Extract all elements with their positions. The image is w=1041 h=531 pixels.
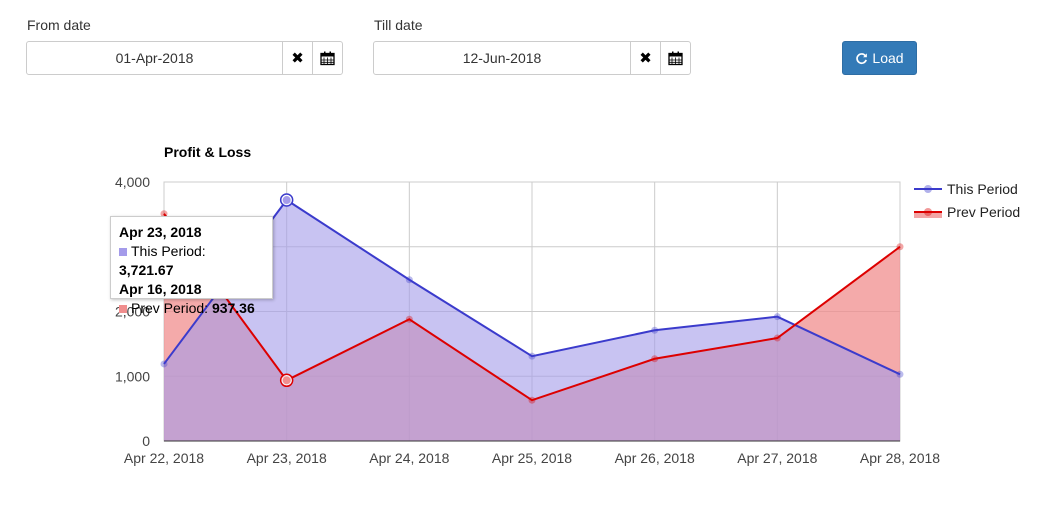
data-point	[528, 352, 536, 360]
from-calendar-button[interactable]	[312, 42, 342, 74]
from-date-picker: ✖	[26, 41, 343, 75]
data-point	[160, 210, 168, 218]
from-date-input[interactable]	[27, 42, 282, 74]
legend-label: Prev Period	[947, 204, 1020, 220]
clear-from-date-button[interactable]: ✖	[282, 42, 312, 74]
load-button-label: Load	[872, 50, 904, 66]
close-icon: ✖	[291, 50, 304, 67]
y-tick-label: 1,000	[115, 368, 150, 384]
data-point	[773, 313, 781, 321]
prev-period-swatch	[119, 305, 127, 313]
x-tick-label: Apr 25, 2018	[492, 450, 572, 466]
tooltip-value-this: 3,721.67	[119, 262, 174, 278]
tooltip-series-prev: Prev Period:	[131, 300, 209, 316]
x-tick-label: Apr 24, 2018	[369, 450, 449, 466]
data-point	[160, 360, 168, 368]
data-point	[651, 355, 659, 363]
legend-marker	[924, 185, 932, 193]
data-point-highlight	[282, 376, 291, 385]
x-tick-label: Apr 22, 2018	[124, 450, 204, 466]
calendar-icon	[320, 51, 335, 65]
tooltip-value-prev: 937.36	[211, 300, 255, 316]
till-date-input[interactable]	[374, 42, 630, 74]
data-point	[773, 334, 781, 342]
calendar-icon	[668, 51, 683, 65]
this-period-swatch	[119, 248, 127, 256]
data-point	[651, 326, 659, 334]
chart-tooltip: Apr 23, 2018 This Period: 3,721.67 Apr 1…	[110, 216, 273, 316]
data-point-highlight	[282, 196, 291, 205]
chart-title: Profit & Loss	[164, 144, 251, 160]
till-date-label: Till date	[374, 17, 423, 33]
till-date-picker: ✖	[373, 41, 691, 75]
legend-fill	[914, 212, 942, 218]
till-calendar-button[interactable]	[660, 42, 690, 74]
series-area	[164, 200, 900, 441]
data-point	[896, 370, 904, 378]
refresh-icon	[856, 52, 868, 64]
data-point	[405, 315, 413, 323]
tooltip-date-prev: Apr 16, 2018	[119, 281, 202, 297]
x-tick-label: Apr 23, 2018	[247, 450, 327, 466]
tooltip-row-prev: Prev Period: 937.36	[119, 299, 264, 318]
data-point	[405, 276, 413, 284]
x-tick-label: Apr 27, 2018	[737, 450, 817, 466]
y-tick-label: 4,000	[115, 174, 150, 190]
legend-label: This Period	[947, 181, 1018, 197]
y-tick-label: 0	[142, 433, 150, 449]
x-tick-label: Apr 26, 2018	[615, 450, 695, 466]
tooltip-series-this: This Period:	[131, 243, 206, 259]
from-date-label: From date	[27, 17, 91, 33]
x-tick-label: Apr 28, 2018	[860, 450, 940, 466]
close-icon: ✖	[639, 50, 652, 67]
data-point	[528, 396, 536, 404]
legend-marker	[924, 208, 932, 216]
tooltip-date-this: Apr 23, 2018	[119, 224, 202, 240]
load-button[interactable]: Load	[842, 41, 917, 75]
tooltip-row-this: This Period: 3,721.67	[119, 242, 264, 280]
clear-till-date-button[interactable]: ✖	[630, 42, 660, 74]
data-point	[896, 243, 904, 251]
